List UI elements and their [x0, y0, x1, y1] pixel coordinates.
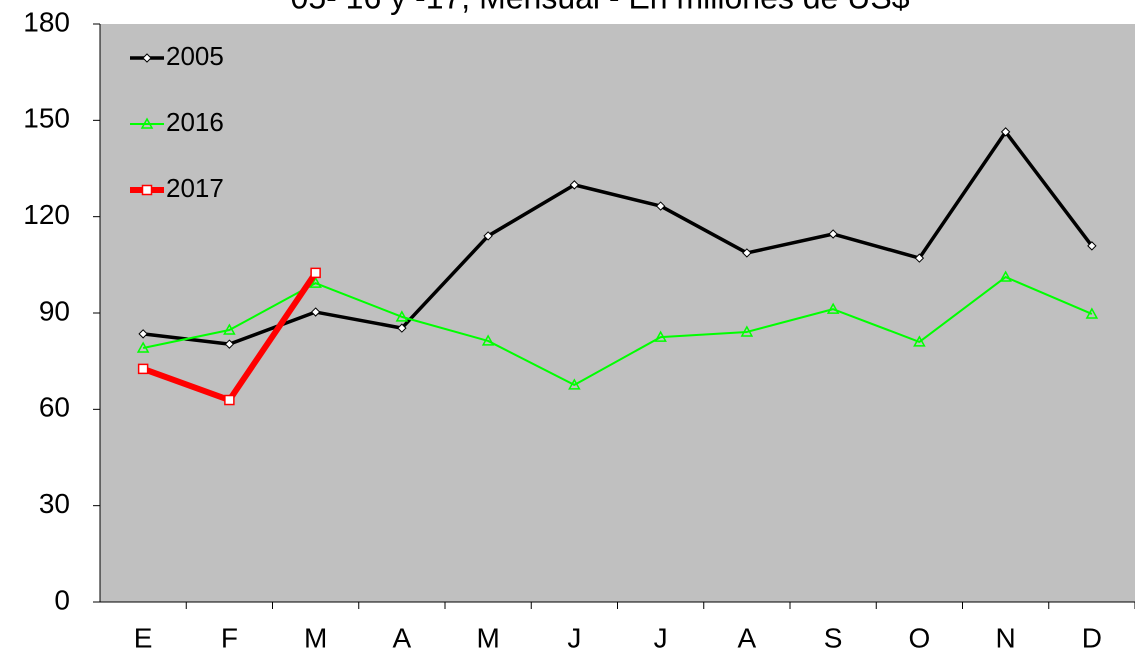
x-tick-label: J — [654, 622, 668, 653]
legend-label: 2017 — [166, 173, 224, 203]
marker — [999, 270, 1012, 282]
marker — [826, 302, 840, 314]
marker — [914, 253, 925, 263]
marker — [136, 341, 150, 353]
marker — [310, 267, 321, 279]
marker — [1000, 127, 1011, 137]
marker — [481, 334, 495, 346]
marker — [1087, 241, 1097, 251]
marker — [138, 329, 148, 339]
y-tick-label: 150 — [23, 103, 70, 134]
marker — [569, 180, 580, 190]
marker — [742, 248, 752, 258]
x-tick-label: A — [738, 622, 757, 653]
marker — [654, 330, 667, 342]
marker — [395, 310, 409, 322]
marker — [913, 335, 926, 347]
marker — [224, 339, 235, 349]
marker — [828, 229, 838, 239]
marker — [224, 394, 235, 406]
marker — [397, 323, 407, 333]
y-tick-label: 0 — [54, 584, 70, 615]
y-tick-label: 180 — [23, 6, 70, 37]
x-tick-label: F — [221, 622, 238, 653]
legend-label: 2005 — [166, 41, 224, 71]
marker — [310, 307, 321, 317]
x-tick-label: D — [1082, 622, 1102, 653]
x-tick-label: A — [393, 622, 412, 653]
x-tick-label: E — [134, 622, 153, 653]
marker — [142, 53, 152, 63]
marker — [223, 323, 236, 335]
marker — [137, 363, 149, 375]
x-tick-label: S — [824, 622, 843, 653]
marker — [655, 201, 666, 211]
marker — [140, 117, 154, 129]
marker — [740, 325, 754, 337]
x-tick-label: N — [996, 622, 1016, 653]
marker — [1085, 307, 1099, 319]
x-tick-label: J — [567, 622, 581, 653]
y-tick-label: 90 — [39, 295, 70, 326]
marker — [568, 378, 581, 390]
x-tick-label: M — [476, 622, 499, 653]
y-tick-label: 30 — [39, 488, 70, 519]
x-tick-label: O — [908, 622, 930, 653]
x-tick-label: M — [304, 622, 327, 653]
chart-title: 05- 16 y -17, Mensual - En millones de U… — [291, 0, 910, 15]
marker — [141, 184, 153, 196]
y-tick-label: 120 — [23, 199, 70, 230]
series-line — [142, 130, 1094, 346]
marker — [309, 276, 322, 288]
legend-label: 2016 — [166, 107, 224, 137]
y-tick-label: 60 — [39, 392, 70, 423]
marker — [483, 231, 493, 241]
plot-area — [100, 24, 1135, 602]
